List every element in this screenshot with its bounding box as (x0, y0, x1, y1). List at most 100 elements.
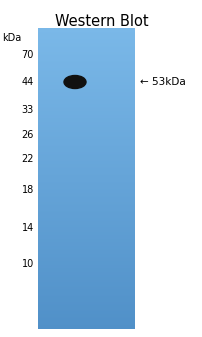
Bar (38, 196, 134, 197)
Bar (38, 188, 134, 189)
Bar (38, 146, 134, 148)
Bar (38, 124, 134, 125)
Bar (38, 245, 134, 246)
Bar (38, 184, 134, 185)
Bar (38, 216, 134, 217)
Bar (38, 223, 134, 224)
Bar (38, 200, 134, 202)
Bar (38, 226, 134, 227)
Bar (38, 232, 134, 234)
Bar (38, 318, 134, 319)
Bar (38, 288, 134, 289)
Bar (38, 155, 134, 156)
Bar (38, 145, 134, 147)
Bar (38, 197, 134, 198)
Bar (38, 202, 134, 204)
Bar (38, 284, 134, 285)
Bar (38, 133, 134, 134)
Bar (38, 189, 134, 190)
Bar (38, 38, 134, 39)
Bar (38, 96, 134, 97)
Text: Western Blot: Western Blot (54, 14, 148, 29)
Bar (38, 175, 134, 177)
Bar (38, 48, 134, 50)
Bar (38, 203, 134, 205)
Bar (38, 161, 134, 162)
Bar (38, 39, 134, 40)
Bar (38, 306, 134, 307)
Bar (38, 110, 134, 112)
Bar (38, 233, 134, 235)
Bar (38, 277, 134, 278)
Bar (38, 185, 134, 186)
Bar (38, 244, 134, 245)
Bar (38, 294, 134, 296)
Bar (38, 28, 134, 30)
Bar (38, 193, 134, 194)
Bar (38, 259, 134, 261)
Bar (38, 305, 134, 306)
Bar (38, 304, 134, 306)
Bar (38, 224, 134, 225)
Bar (38, 129, 134, 130)
Bar (38, 73, 134, 74)
Bar (38, 190, 134, 191)
Bar (38, 87, 134, 89)
Bar (38, 320, 134, 321)
Bar (38, 53, 134, 55)
Bar (38, 290, 134, 292)
Text: 44: 44 (22, 77, 34, 87)
Bar (38, 46, 134, 48)
Bar (38, 319, 134, 320)
Bar (38, 293, 134, 295)
Bar (38, 312, 134, 313)
Bar (38, 179, 134, 181)
Bar (38, 246, 134, 247)
Bar (38, 227, 134, 228)
Bar (38, 100, 134, 101)
Bar (38, 212, 134, 214)
Bar (38, 324, 134, 326)
Bar (38, 72, 134, 73)
Bar (38, 302, 134, 304)
Bar (38, 322, 134, 324)
Bar (38, 247, 134, 248)
Bar (38, 195, 134, 196)
Bar (38, 76, 134, 78)
Text: 14: 14 (22, 223, 34, 233)
Bar (38, 104, 134, 105)
Bar (38, 139, 134, 141)
Bar (38, 138, 134, 140)
Bar (38, 229, 134, 231)
Bar (38, 297, 134, 299)
Bar (38, 130, 134, 131)
Bar (38, 163, 134, 164)
Bar (38, 296, 134, 298)
Text: 22: 22 (21, 154, 34, 164)
Bar (38, 102, 134, 103)
Bar (38, 230, 134, 232)
Bar (38, 62, 134, 63)
Bar (38, 268, 134, 270)
Bar (38, 269, 134, 271)
Bar (38, 95, 134, 96)
Bar (38, 52, 134, 54)
Bar (38, 299, 134, 301)
Bar (38, 43, 134, 44)
Bar (38, 105, 134, 106)
Bar (38, 120, 134, 122)
Bar (38, 67, 134, 68)
Bar (38, 157, 134, 158)
Bar (38, 123, 134, 124)
Bar (38, 280, 134, 281)
Bar (38, 207, 134, 209)
Bar (38, 180, 134, 182)
Bar (38, 256, 134, 257)
Bar (38, 257, 134, 258)
Text: kDa: kDa (2, 33, 21, 43)
Bar (38, 66, 134, 67)
Bar (38, 107, 134, 109)
Bar (38, 99, 134, 100)
Bar (38, 158, 134, 159)
Bar (38, 286, 134, 287)
